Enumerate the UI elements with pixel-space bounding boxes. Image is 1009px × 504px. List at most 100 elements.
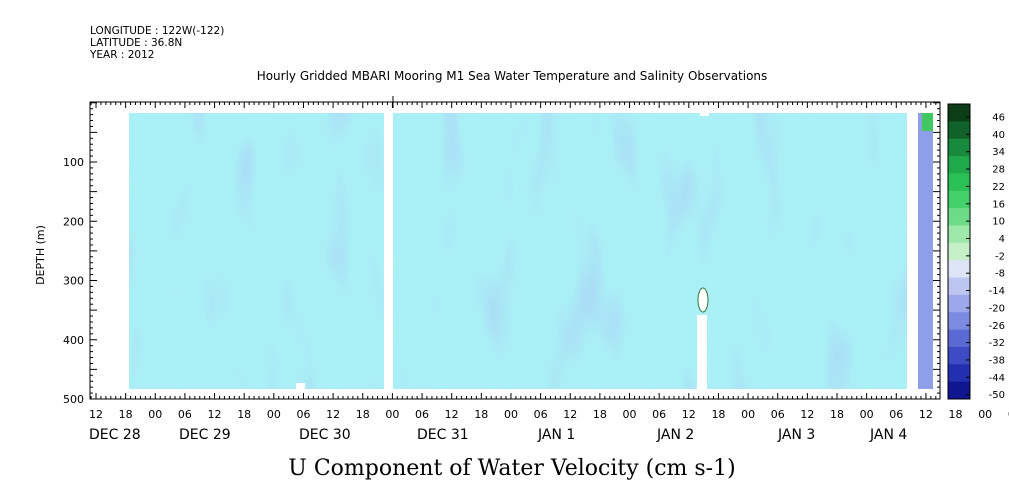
colorbar-swatch bbox=[948, 329, 970, 348]
colorbar-swatch bbox=[948, 294, 970, 313]
x-tick-label: 00 bbox=[623, 408, 637, 421]
colorbar-swatch bbox=[948, 104, 970, 122]
colorbar-swatch bbox=[948, 242, 970, 261]
x-tick-label: 12 bbox=[563, 408, 577, 421]
longitude-label: LONGITUDE : 122W(-122) bbox=[90, 25, 224, 37]
x-tick-label: 06 bbox=[771, 408, 785, 421]
colorbar-label: 28 bbox=[992, 165, 1005, 176]
x-tick-label: 12 bbox=[326, 408, 340, 421]
colorbar-swatch bbox=[948, 277, 970, 296]
colorbar-swatch bbox=[948, 173, 970, 192]
colorbar-swatch bbox=[948, 381, 970, 400]
x-tick-label: 18 bbox=[949, 408, 963, 421]
x-tick-label: 06 bbox=[1008, 408, 1009, 421]
x-tick-label: 12 bbox=[208, 408, 222, 421]
x-day-label: DEC 30 bbox=[299, 427, 351, 443]
x-tick-label: 06 bbox=[296, 408, 310, 421]
colorbar-swatch bbox=[948, 138, 970, 157]
colorbar-swatch bbox=[948, 156, 970, 174]
x-tick-label: 00 bbox=[741, 408, 755, 421]
colorbar: 46 40 34 28 22 16 10 4 -2 -8 -14 -20 -26 -32 -38 -44 -50 bbox=[947, 103, 1005, 401]
colorbar-swatch bbox=[948, 364, 970, 383]
x-axis-tick-labels: 12 18 00 06 12 18 00 06 12 18 00 06 12 18 00 06 12 18 00 06… bbox=[89, 408, 1009, 421]
x-tick-label: 18 bbox=[237, 408, 251, 421]
x-tick-label: 06 bbox=[534, 408, 548, 421]
x-tick-label: 00 bbox=[148, 408, 162, 421]
x-tick-label: 00 bbox=[267, 408, 281, 421]
missing-data-blob bbox=[697, 287, 709, 313]
x-tick-label: 12 bbox=[682, 408, 696, 421]
x-axis-day-labels: DEC 28 DEC 29 DEC 30 DEC 31 JAN 1 JAN 2 JAN 3 J… bbox=[89, 427, 907, 443]
latitude-label: LATITUDE : 36.8N bbox=[90, 37, 182, 49]
x-tick-label: 18 bbox=[593, 408, 607, 421]
heatmap-segment-2 bbox=[393, 113, 907, 389]
colorbar-label: -26 bbox=[989, 321, 1005, 332]
colorbar-label: 34 bbox=[992, 147, 1005, 158]
colorbar-label: -32 bbox=[989, 338, 1005, 349]
x-tick-label: 18 bbox=[474, 408, 488, 421]
missing-data-notch-1 bbox=[296, 383, 305, 389]
chart-title: Hourly Gridded MBARI Mooring M1 Sea Wate… bbox=[257, 69, 768, 83]
x-tick-label: 00 bbox=[504, 408, 518, 421]
colorbar-label: 4 bbox=[999, 234, 1005, 245]
x-tick-label: 18 bbox=[830, 408, 844, 421]
x-day-label: JAN 3 bbox=[777, 427, 815, 443]
x-day-label: JAN 4 bbox=[869, 427, 907, 443]
colorbar-label: 10 bbox=[992, 217, 1005, 228]
colorbar-frame bbox=[947, 103, 971, 400]
heatmap-segment-3-top bbox=[922, 113, 933, 131]
missing-data-notch-2 bbox=[700, 113, 709, 116]
x-tick-label: 00 bbox=[385, 408, 399, 421]
x-tick-label: 18 bbox=[119, 408, 133, 421]
x-tick-label: 06 bbox=[889, 408, 903, 421]
x-tick-label: 18 bbox=[711, 408, 725, 421]
x-axis-ticks bbox=[90, 96, 937, 399]
colorbar-label: -44 bbox=[989, 373, 1005, 384]
x-day-label: DEC 29 bbox=[179, 427, 231, 443]
x-axis-label: U Component of Water Velocity (cm s-1) bbox=[288, 456, 735, 481]
year-label: YEAR : 2012 bbox=[89, 49, 154, 61]
x-tick-label: 06 bbox=[178, 408, 192, 421]
x-tick-label: 12 bbox=[445, 408, 459, 421]
colorbar-swatch bbox=[948, 190, 970, 209]
colorbar-label: -2 bbox=[995, 251, 1005, 262]
y-tick-label: 500 bbox=[63, 393, 84, 406]
y-tick-label: 400 bbox=[63, 334, 84, 347]
heatmap-field bbox=[129, 113, 933, 389]
x-tick-label: 12 bbox=[89, 408, 103, 421]
x-tick-label: 12 bbox=[800, 408, 814, 421]
colorbar-label: -14 bbox=[989, 286, 1005, 297]
x-day-label: DEC 28 bbox=[89, 427, 141, 443]
colorbar-label: -50 bbox=[989, 390, 1005, 401]
y-tick-label: 300 bbox=[63, 275, 84, 288]
x-tick-label: 06 bbox=[415, 408, 429, 421]
x-day-label: JAN 2 bbox=[656, 427, 694, 443]
colorbar-swatch bbox=[948, 312, 970, 331]
y-tick-label: 200 bbox=[63, 215, 84, 228]
colorbar-swatch bbox=[948, 121, 970, 140]
heatmap-segment-3 bbox=[918, 113, 933, 389]
y-axis-ticks: 100 200 300 400 500 bbox=[63, 102, 940, 406]
missing-data-gap bbox=[697, 315, 707, 389]
x-day-label: DEC 31 bbox=[417, 427, 469, 443]
colorbar-swatch bbox=[948, 225, 970, 244]
x-tick-label: 12 bbox=[919, 408, 933, 421]
x-tick-label: 18 bbox=[356, 408, 370, 421]
colorbar-label: 40 bbox=[992, 130, 1005, 141]
colorbar-label: 22 bbox=[992, 182, 1005, 193]
colorbar-label: -38 bbox=[989, 355, 1005, 366]
heatmap-segment-1 bbox=[129, 113, 384, 389]
y-tick-label: 100 bbox=[63, 156, 84, 169]
colorbar-label: 46 bbox=[992, 113, 1005, 124]
colorbar-swatch bbox=[948, 208, 970, 226]
x-tick-label: 00 bbox=[978, 408, 992, 421]
colorbar-swatch bbox=[948, 346, 970, 365]
x-tick-label: 06 bbox=[652, 408, 666, 421]
colorbar-label: 16 bbox=[992, 199, 1005, 210]
colorbar-label: -20 bbox=[989, 303, 1005, 314]
colorbar-swatch bbox=[948, 260, 970, 279]
y-axis-label: DEPTH (m) bbox=[34, 225, 47, 285]
colorbar-label: -8 bbox=[995, 269, 1005, 280]
x-tick-label: 00 bbox=[860, 408, 874, 421]
